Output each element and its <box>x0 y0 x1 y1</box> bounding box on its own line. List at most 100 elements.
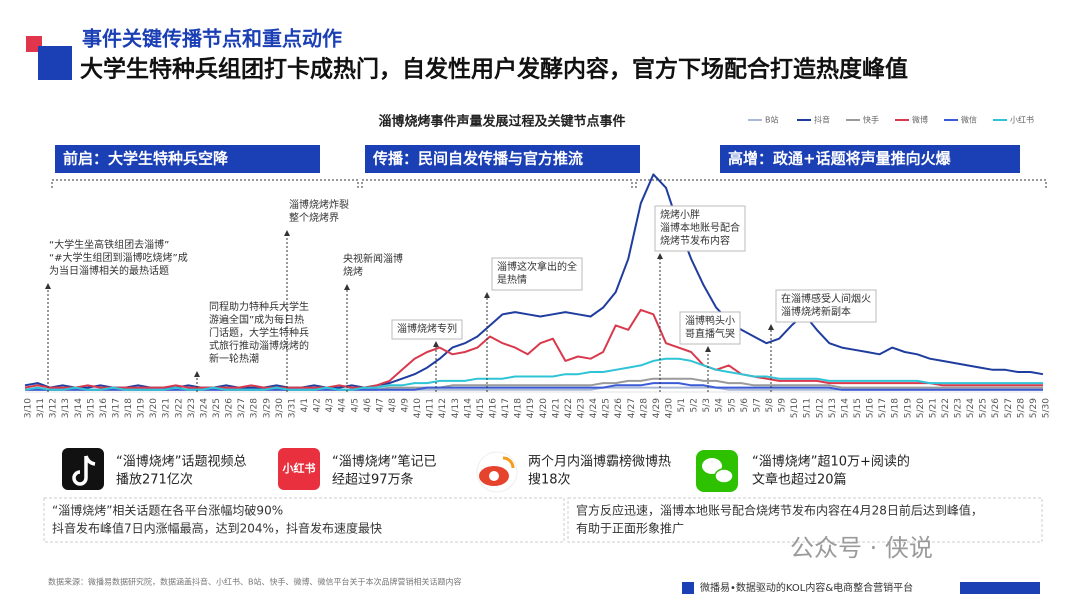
annotation-box <box>338 250 408 282</box>
x-tick-label: 5/10 <box>790 398 800 418</box>
deco-blue <box>38 46 72 80</box>
annotation-box <box>204 298 314 369</box>
x-tick-label: 3/22 <box>174 398 184 418</box>
annotation-arrowhead <box>484 292 490 298</box>
x-tick-label: 5/20 <box>916 398 926 418</box>
phase-bracket <box>361 179 633 188</box>
x-tick-label: 5/22 <box>941 398 951 418</box>
x-tick-label: 5/6 <box>740 398 750 413</box>
stat-text: 文章也超过20篇 <box>752 472 847 488</box>
x-tick-label: 3/20 <box>149 398 159 418</box>
chart-title: 淄博烧烤事件声量发展过程及关键节点事件 <box>378 114 625 130</box>
x-tick-label: 4/3 <box>325 398 335 412</box>
phase-label: 高增：政通+话题将声量推向火爆 <box>728 150 952 168</box>
x-tick-label: 4/21 <box>551 398 561 418</box>
annotation-arrowhead <box>45 283 51 289</box>
x-tick-label: 5/8 <box>765 398 775 413</box>
x-tick-label: 5/3 <box>702 398 712 412</box>
annotation-text: 哥直播气哭 <box>685 327 735 340</box>
x-tick-label: 3/31 <box>287 398 297 418</box>
series-line <box>24 357 1043 391</box>
source: 数据来源：微播易数据研究院，数据涵盖抖音、小红书、B站、快手、微博、微信平台关于… <box>48 577 461 587</box>
x-tick-label: 5/12 <box>815 398 825 418</box>
x-tick-label: 4/13 <box>451 398 461 418</box>
annotation-text: 淄博烧烤新副本 <box>781 305 851 318</box>
x-tick-label: 3/29 <box>262 398 272 418</box>
annotation-text: 淄博烧烤炸裂 <box>289 198 349 211</box>
x-tick-label: 5/2 <box>690 398 700 412</box>
x-tick-label: 4/17 <box>501 398 511 418</box>
annotation-box <box>775 289 877 323</box>
x-tick-label: 5/25 <box>979 398 989 418</box>
x-tick-label: 4/18 <box>514 398 524 418</box>
x-tick-label: 5/17 <box>878 398 888 418</box>
stat-text: 搜18次 <box>528 472 571 488</box>
annotation-text: 烧烤 <box>343 265 363 278</box>
x-tick-label: 4/19 <box>526 398 536 418</box>
x-tick-label: 4/4 <box>338 398 348 413</box>
annotation-text: 为当日淄博相关的最热话题 <box>49 264 169 277</box>
x-tick-label: 4/23 <box>576 398 586 418</box>
xhs-icon-label: 小红书 <box>282 461 316 475</box>
phase-label: 前启：大学生特种兵空降 <box>63 150 229 168</box>
note-box <box>567 497 1043 543</box>
x-tick-label: 5/30 <box>1042 398 1052 418</box>
note-text: 抖音发布峰值7日内涨幅最高，达到204%，抖音发布速度最快 <box>52 521 382 536</box>
legend-label: 小红书 <box>1010 115 1034 125</box>
stat-text: 经超过97万条 <box>332 472 414 488</box>
x-tick-label: 5/23 <box>954 398 964 418</box>
annotation-text: 是热情 <box>497 273 527 286</box>
deco-blue <box>682 582 694 594</box>
note-text: 有助于正面形象推广 <box>576 522 684 536</box>
annotation-text: 游遍全国”成为每日热 <box>209 313 304 326</box>
annotation-box <box>679 311 741 345</box>
wechat-bubble <box>714 468 734 484</box>
annotation-text: 同程助力特种兵大学生 <box>209 300 309 313</box>
legend-label: 微博 <box>912 115 928 125</box>
annotation-text: 烧烤小胖 <box>660 208 700 221</box>
annotation-text: 淄博鸭头小 <box>685 314 735 327</box>
stat-text: “淄博烧烤”超10万+阅读的 <box>752 454 910 470</box>
annotation-arrowhead <box>194 371 200 377</box>
x-tick-label: 4/30 <box>664 398 674 418</box>
x-tick-label: 3/18 <box>124 398 134 418</box>
x-tick-label: 5/18 <box>891 398 901 418</box>
x-tick-label: 4/6 <box>363 398 373 413</box>
x-tick-label: 5/16 <box>866 398 876 418</box>
legend-label: 微信 <box>961 115 977 125</box>
legend-label: B站 <box>765 115 779 125</box>
weibo-eye <box>489 471 499 481</box>
annotation-arrowhead <box>657 253 663 259</box>
annotation-text: 新一轮热潮 <box>209 352 259 365</box>
annotation-text: 烧烤节发布内容 <box>660 234 730 247</box>
x-tick-label: 5/26 <box>991 398 1001 418</box>
x-tick-label: 3/16 <box>99 398 109 418</box>
x-tick-label: 5/15 <box>853 398 863 418</box>
x-tick-label: 3/14 <box>74 398 84 418</box>
x-tick-label: 3/19 <box>137 398 147 418</box>
x-tick-label: 4/5 <box>350 398 360 412</box>
x-tick-label: 5/11 <box>803 398 813 418</box>
annotation-arrowhead <box>705 346 711 352</box>
x-tick-label: 3/21 <box>162 398 172 418</box>
x-tick-label: 5/1 <box>677 398 687 412</box>
annotation-arrowhead <box>344 284 350 290</box>
deco-blue-bar <box>960 582 1040 594</box>
note-box <box>43 497 565 543</box>
stat-text: 两个月内淄博霸榜微博热 <box>528 454 671 470</box>
x-tick-label: 3/30 <box>275 398 285 418</box>
annotation-arrowhead <box>284 230 290 236</box>
watermark: 公众号 · 侠说 <box>790 534 933 562</box>
annotation-text: 央视新闻淄博 <box>343 252 403 265</box>
x-tick-label: 4/26 <box>614 398 624 418</box>
xhs-icon <box>278 448 320 490</box>
annotation-box <box>654 205 746 252</box>
annotation-box <box>284 196 354 228</box>
x-tick-label: 4/1 <box>300 398 310 412</box>
x-tick-label: 3/12 <box>49 398 59 418</box>
x-tick-label: 5/9 <box>778 398 788 413</box>
legend-label: 抖音 <box>814 115 830 125</box>
note-text: “淄博烧烤”相关话题在各平台涨幅均破90% <box>52 503 283 518</box>
x-tick-label: 5/21 <box>928 398 938 418</box>
